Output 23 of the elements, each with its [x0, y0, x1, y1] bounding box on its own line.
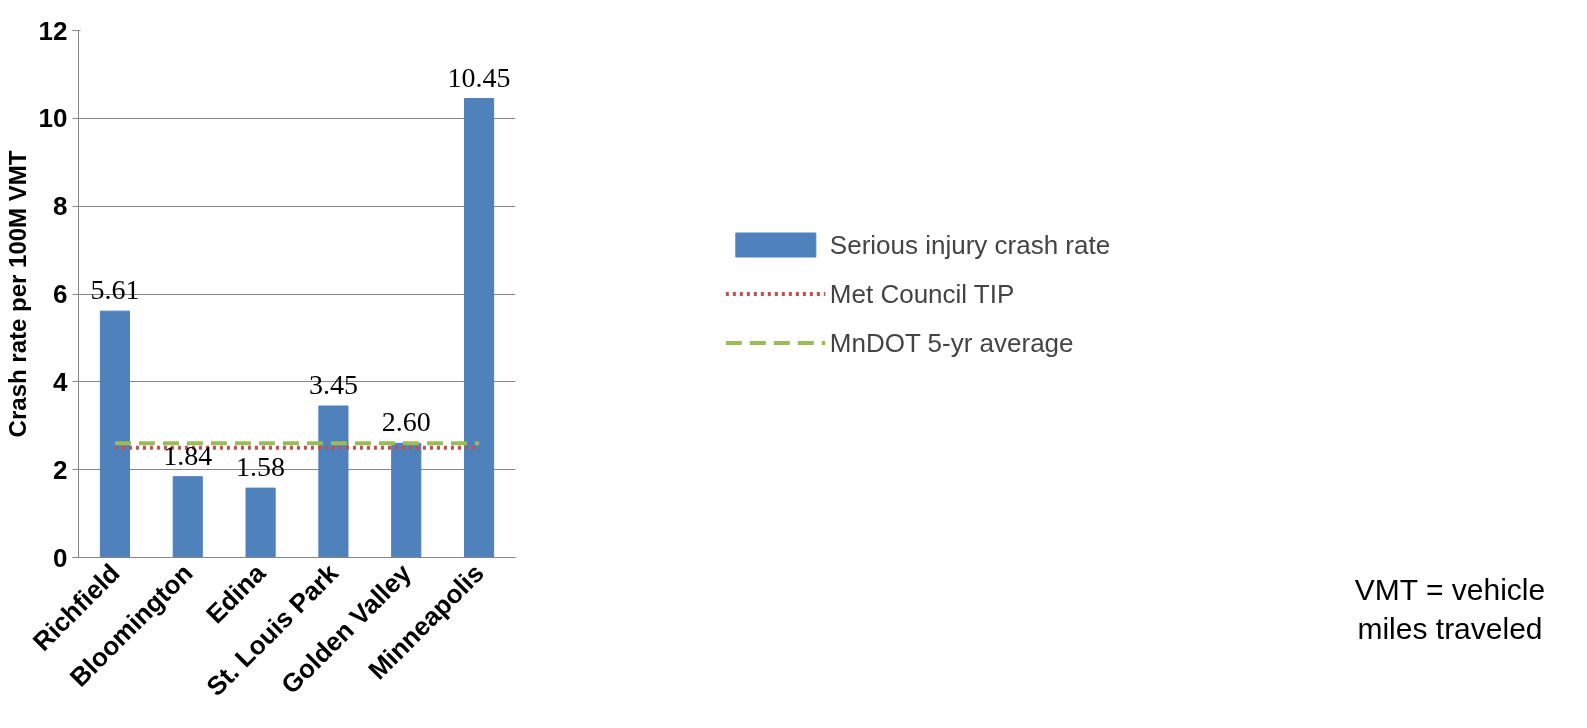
y-tick-label: 12 — [38, 15, 68, 46]
legend-label: MnDOT 5-yr average — [829, 327, 1074, 358]
y-tick-label: 2 — [53, 454, 68, 485]
data-label: 2.60 — [381, 406, 431, 438]
bar — [245, 487, 276, 558]
y-tick-label: 10 — [38, 103, 68, 134]
text: VMT = vehicle miles traveled — [1354, 572, 1546, 647]
bar — [391, 442, 422, 558]
legend-label: Met Council TIP — [829, 278, 1015, 309]
bar — [464, 98, 495, 558]
y-tick-label: 6 — [53, 279, 68, 309]
bar — [99, 310, 130, 558]
bar — [172, 476, 203, 558]
data-label: 1.58 — [236, 451, 286, 483]
y-tick-label: 4 — [53, 366, 69, 397]
legend-label: Serious injury crash rate — [829, 229, 1111, 260]
y-tick-label: 8 — [53, 191, 68, 222]
data-label: 1.84 — [163, 439, 213, 471]
bar — [318, 405, 349, 558]
data-label: 10.45 — [447, 61, 511, 93]
data-label: 5.61 — [90, 274, 140, 306]
y-axis-title: Crash rate per 100M VMT — [3, 150, 31, 438]
data-label: 3.45 — [308, 368, 358, 400]
